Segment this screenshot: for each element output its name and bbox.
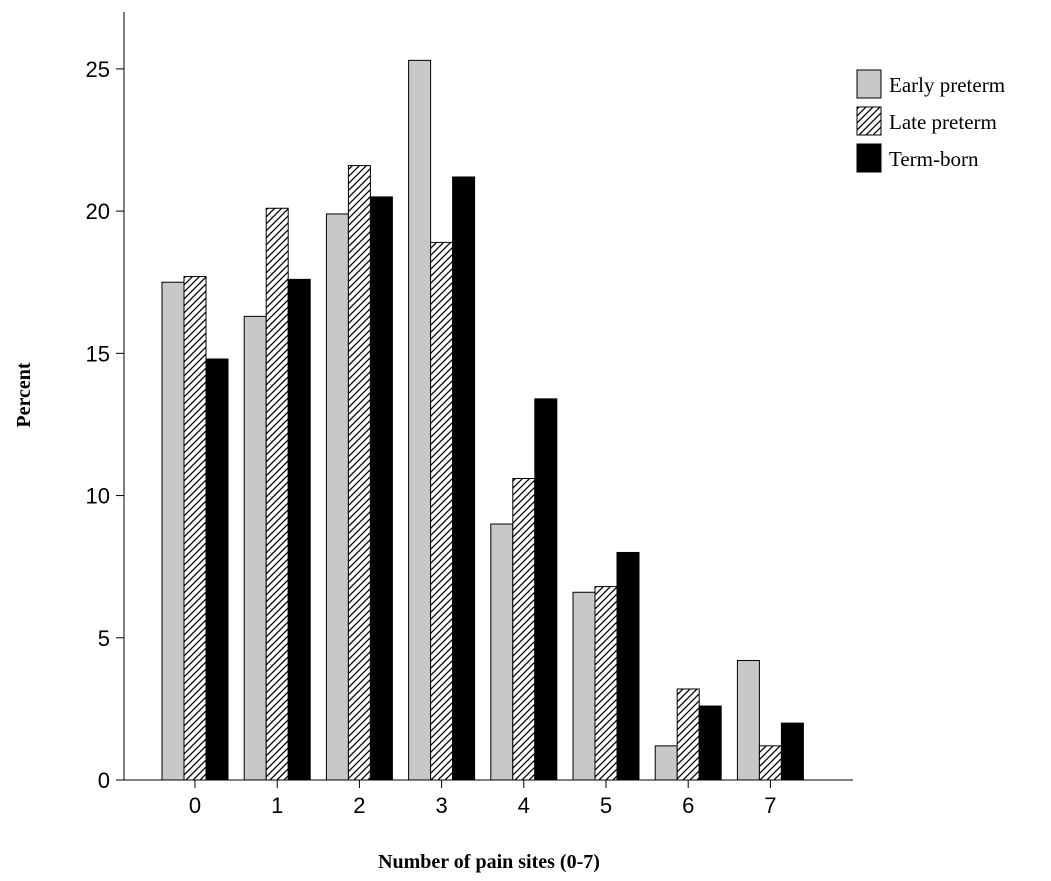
legend-swatch-term-born [856, 143, 882, 173]
legend-swatch-early-preterm [856, 69, 882, 99]
bars-group [161, 59, 804, 781]
legend-swatch-late-preterm [856, 106, 882, 136]
y-axis-ticks: 0 5 10 15 20 25 [86, 57, 124, 793]
bar-term-born-7 [780, 722, 804, 781]
x-tick-label: 6 [682, 793, 694, 818]
y-tick-label: 25 [86, 57, 110, 82]
bar-early-preterm-4 [490, 523, 514, 781]
bar-term-born-5 [616, 551, 640, 781]
x-tick-label: 2 [353, 793, 365, 818]
x-tick-label: 0 [189, 793, 201, 818]
bar-early-preterm-1 [243, 315, 267, 781]
legend-label: Term-born [889, 147, 979, 171]
bar-late-preterm-3 [430, 241, 454, 781]
bar-early-preterm-5 [572, 591, 596, 781]
bar-term-born-4 [534, 398, 558, 781]
y-tick-label: 10 [86, 484, 110, 509]
bar-late-preterm-4 [512, 477, 536, 781]
legend-label: Late preterm [889, 110, 997, 134]
bar-early-preterm-7 [736, 660, 760, 781]
bar-early-preterm-2 [325, 213, 349, 781]
y-tick-label: 5 [98, 626, 110, 651]
y-tick-label: 15 [86, 341, 110, 366]
x-axis-ticks: 0 1 2 3 4 5 6 7 [189, 780, 777, 818]
y-tick-label: 20 [86, 199, 110, 224]
bar-term-born-3 [452, 176, 476, 781]
y-axis-label: Percent [13, 362, 35, 427]
x-axis-label: Number of pain sites (0-7) [378, 851, 600, 873]
bar-late-preterm-2 [347, 165, 371, 781]
bar-term-born-1 [287, 278, 311, 781]
bar-term-born-6 [698, 705, 722, 781]
bar-late-preterm-0 [183, 276, 207, 781]
bar-early-preterm-6 [654, 745, 678, 781]
x-tick-label: 5 [600, 793, 612, 818]
bar-early-preterm-3 [408, 59, 432, 781]
bar-early-preterm-0 [161, 281, 185, 781]
bar-late-preterm-6 [676, 688, 700, 781]
bar-late-preterm-1 [265, 207, 289, 781]
bar-term-born-2 [369, 196, 393, 781]
x-tick-label: 4 [518, 793, 530, 818]
bar-late-preterm-7 [758, 745, 782, 781]
x-tick-label: 1 [271, 793, 283, 818]
x-tick-label: 7 [764, 793, 776, 818]
x-tick-label: 3 [435, 793, 447, 818]
legend-label: Early preterm [889, 73, 1005, 97]
legend: Early preterm Late preterm Term-born [856, 69, 1005, 173]
y-tick-label: 0 [98, 768, 110, 793]
bar-term-born-0 [205, 358, 229, 781]
bar-late-preterm-5 [594, 586, 618, 781]
